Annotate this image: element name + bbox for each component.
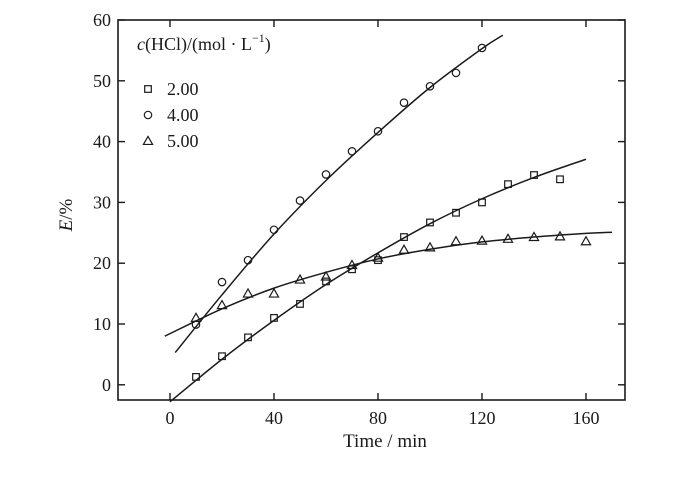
data-point-circle [347, 147, 357, 156]
data-point-square [374, 256, 382, 265]
data-point-circle [425, 81, 435, 91]
data-point-square [270, 314, 278, 322]
data-point-triangle [398, 244, 410, 254]
data-point-circle [295, 196, 305, 205]
series-triangle-points [190, 230, 592, 322]
data-markers [190, 43, 592, 381]
data-point-circle [373, 126, 383, 136]
x-tick-label: 0 [166, 408, 175, 428]
data-point-circle [269, 225, 279, 235]
data-point-square [348, 265, 356, 274]
legend-label: 4.00 [167, 105, 199, 125]
data-point-triangle [450, 235, 462, 246]
data-point-square [218, 352, 226, 361]
data-point-triangle [216, 299, 228, 310]
fit-line-square [169, 158, 587, 403]
y-label-unit: /% [56, 198, 77, 219]
legend-marker-circle [143, 110, 153, 120]
fit-lines [164, 34, 613, 403]
plot-frame [117, 19, 626, 401]
data-point-triangle [294, 273, 306, 284]
legend-title-open: (HCl)/(mol · L [145, 34, 252, 55]
legend-entries: 2.00 4.00 5.00 [142, 79, 199, 151]
legend: c(HCl)/(mol · L−1) 2.00 4.00 5.00 [137, 31, 271, 151]
data-point-square [478, 198, 486, 207]
data-point-square [530, 171, 538, 179]
legend-marker-triangle [142, 135, 154, 146]
data-point-triangle [242, 287, 254, 298]
data-point-circle [477, 43, 487, 53]
x-tick-label: 40 [265, 408, 283, 428]
y-tick-label: 50 [93, 71, 111, 91]
y-tick-label: 10 [93, 314, 111, 334]
legend-label: 2.00 [167, 79, 199, 99]
data-point-triangle [268, 287, 280, 298]
data-point-triangle [476, 234, 488, 245]
data-point-square [296, 300, 304, 308]
y-tick-label: 40 [93, 132, 111, 152]
legend-title-var: c [137, 34, 145, 54]
legend-title-sup: −1 [252, 31, 265, 45]
data-point-square [192, 372, 200, 381]
data-point-square [244, 333, 252, 342]
data-point-square [322, 277, 330, 286]
data-point-triangle [320, 270, 332, 281]
data-point-triangle [580, 235, 592, 246]
data-point-square [504, 180, 512, 189]
legend-marker-square [144, 85, 152, 93]
data-point-square [556, 175, 564, 184]
x-axis-label: Time / min [343, 431, 427, 452]
x-tick-label: 80 [369, 408, 387, 428]
y-tick-label: 0 [102, 375, 111, 395]
y-axis-label: E/% [56, 198, 77, 232]
axis-ticks: 0 40 80 120 160 0 10 20 30 40 50 60 [93, 10, 625, 428]
fit-line-circle [174, 34, 504, 354]
data-point-triangle [424, 241, 436, 252]
data-point-triangle [502, 233, 514, 243]
data-point-triangle [554, 230, 566, 241]
data-point-triangle [190, 312, 202, 322]
data-point-square [426, 218, 434, 227]
data-point-triangle [528, 231, 540, 242]
legend-title-close: ) [265, 34, 271, 55]
data-point-square [400, 233, 408, 241]
data-point-circle [217, 277, 227, 287]
plot-border [117, 19, 626, 401]
data-point-circle [321, 170, 331, 179]
x-tick-label: 120 [469, 408, 496, 428]
data-point-square [452, 208, 460, 217]
y-tick-label: 30 [93, 192, 111, 212]
fit-line-triangle [164, 231, 613, 337]
data-point-triangle [372, 251, 384, 262]
series-circle-points [191, 43, 487, 329]
data-point-circle [243, 255, 253, 265]
y-label-var: E [56, 219, 77, 232]
data-point-circle [399, 98, 409, 107]
data-point-triangle [346, 259, 358, 270]
x-tick-label: 160 [573, 408, 600, 428]
series-square-points [192, 171, 564, 381]
legend-label: 5.00 [167, 131, 199, 151]
y-tick-label: 20 [93, 253, 111, 273]
data-point-circle [451, 68, 461, 78]
y-tick-label: 60 [93, 10, 111, 30]
legend-title: c(HCl)/(mol · L−1) [137, 31, 271, 55]
